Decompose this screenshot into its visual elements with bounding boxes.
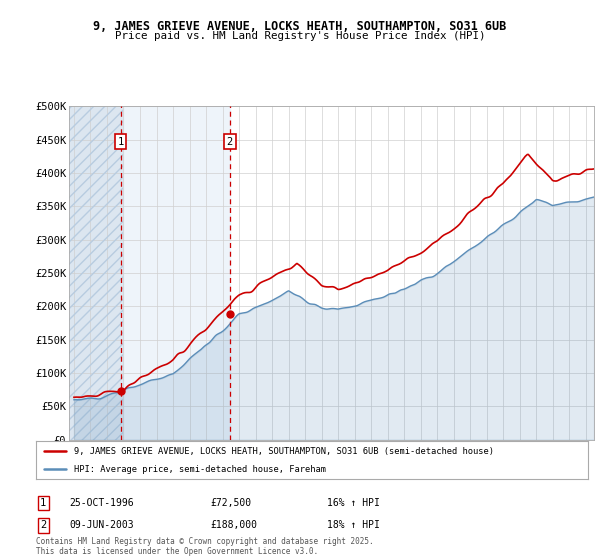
Text: £72,500: £72,500	[210, 498, 251, 508]
Text: 18% ↑ HPI: 18% ↑ HPI	[327, 520, 380, 530]
Text: Price paid vs. HM Land Registry's House Price Index (HPI): Price paid vs. HM Land Registry's House …	[115, 31, 485, 41]
Text: 16% ↑ HPI: 16% ↑ HPI	[327, 498, 380, 508]
Bar	[124, 106, 230, 440]
Text: 9, JAMES GRIEVE AVENUE, LOCKS HEATH, SOUTHAMPTON, SO31 6UB: 9, JAMES GRIEVE AVENUE, LOCKS HEATH, SOU…	[94, 20, 506, 32]
Bar	[65, 106, 124, 440]
Text: HPI: Average price, semi-detached house, Fareham: HPI: Average price, semi-detached house,…	[74, 465, 326, 474]
Text: 09-JUN-2003: 09-JUN-2003	[69, 520, 134, 530]
Text: 2: 2	[227, 137, 233, 147]
Text: 1: 1	[118, 137, 124, 147]
Text: £188,000: £188,000	[210, 520, 257, 530]
Text: 9, JAMES GRIEVE AVENUE, LOCKS HEATH, SOUTHAMPTON, SO31 6UB (semi-detached house): 9, JAMES GRIEVE AVENUE, LOCKS HEATH, SOU…	[74, 446, 494, 455]
Text: Contains HM Land Registry data © Crown copyright and database right 2025.
This d: Contains HM Land Registry data © Crown c…	[36, 536, 374, 556]
Text: 2: 2	[40, 520, 46, 530]
Text: 25-OCT-1996: 25-OCT-1996	[69, 498, 134, 508]
Bar	[65, 106, 124, 440]
Text: 1: 1	[40, 498, 46, 508]
